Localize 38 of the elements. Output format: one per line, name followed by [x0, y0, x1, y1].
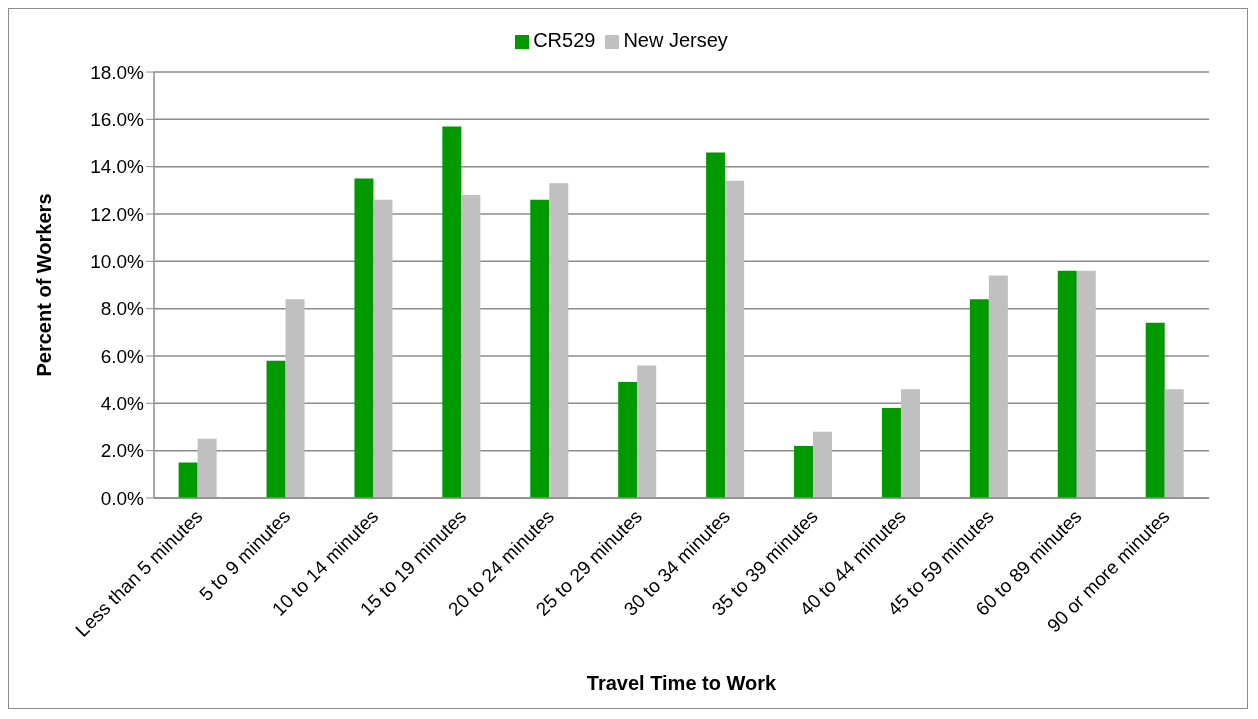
y-tick-label: 18.0%: [90, 61, 145, 83]
bar: [530, 199, 550, 498]
y-tick-label: 4.0%: [100, 393, 145, 415]
bar: [988, 275, 1008, 498]
bar: [813, 431, 833, 498]
y-tick-label: 8.0%: [100, 298, 145, 320]
bar: [549, 183, 569, 498]
bar: [618, 382, 638, 498]
legend-label: CR529: [533, 29, 596, 51]
y-tick-label: 14.0%: [90, 156, 145, 178]
y-tick-label: 6.0%: [100, 345, 145, 367]
bar: [442, 126, 462, 498]
y-tick-label: 16.0%: [90, 109, 145, 131]
bar: [969, 299, 989, 498]
bar: [725, 180, 745, 498]
bar: [197, 438, 217, 498]
bar: [461, 195, 481, 498]
bar: [285, 299, 305, 498]
bar: [794, 445, 814, 498]
x-axis-title: Travel Time to Work: [586, 672, 778, 694]
y-tick-label: 10.0%: [90, 251, 145, 273]
bar: [881, 408, 901, 498]
bar: [1076, 270, 1096, 498]
bar: [1057, 270, 1077, 498]
bar: [1145, 322, 1165, 498]
bar: [178, 462, 198, 498]
y-tick-label: 2.0%: [100, 440, 145, 462]
y-axis-title: Percent of Workers: [33, 193, 56, 377]
bar: [1164, 389, 1184, 498]
bar: [266, 360, 286, 498]
y-tick-label: 0.0%: [100, 487, 145, 509]
bar: [900, 389, 920, 498]
legend-label: New Jersey: [623, 29, 728, 51]
bar: [706, 152, 726, 498]
y-tick-label: 12.0%: [90, 203, 145, 225]
bar: [373, 199, 393, 498]
bar: [354, 178, 374, 498]
bar: [637, 365, 657, 498]
